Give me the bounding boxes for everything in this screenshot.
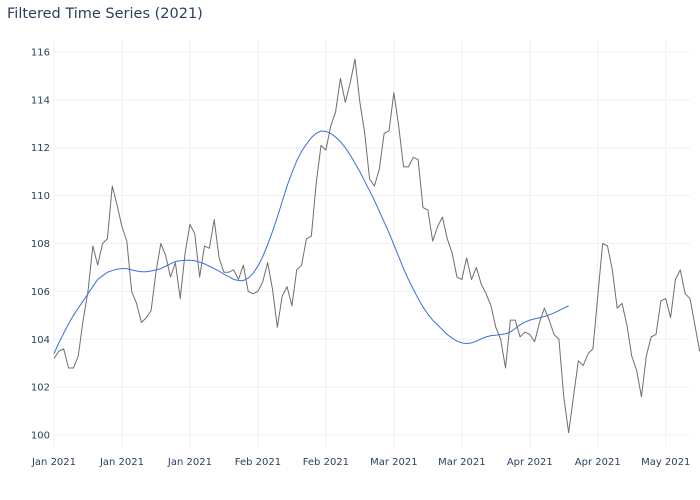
- y-tick-label: 116: [31, 47, 50, 58]
- x-tick-label: Feb 2021: [303, 457, 349, 468]
- x-tick-label: May 2021: [641, 457, 690, 468]
- x-tick-label: Mar 2021: [438, 457, 486, 468]
- gridlines: [53, 40, 690, 447]
- x-tick-label: Feb 2021: [235, 457, 281, 468]
- x-tick-label: Mar 2021: [370, 457, 418, 468]
- y-tick-label: 110: [31, 191, 50, 202]
- y-tick-label: 114: [31, 95, 50, 106]
- x-tick-label: Apr 2021: [507, 457, 553, 468]
- y-tick-label: 108: [31, 239, 50, 250]
- x-tick-label: Jan 2021: [99, 457, 144, 468]
- chart-title: Filtered Time Series (2021): [7, 6, 203, 22]
- series-lines: [53, 58, 700, 434]
- smoothed-series-line: [53, 130, 569, 354]
- y-tick-label: 106: [31, 287, 50, 298]
- y-tick-label: 112: [31, 143, 50, 154]
- x-tick-label: Jan 2021: [167, 457, 212, 468]
- x-tick-label: Jan 2021: [31, 457, 76, 468]
- y-tick-label: 104: [31, 335, 50, 346]
- y-tick-label: 102: [31, 383, 50, 394]
- raw-series-line: [53, 58, 700, 434]
- y-tick-label: 100: [31, 431, 50, 442]
- y-axis-ticks: 100 102 104 106 108 110 112 114 116: [31, 47, 50, 441]
- x-axis-ticks: Jan 2021 Jan 2021 Jan 2021 Feb 2021 Feb 2021…: [31, 457, 690, 468]
- x-tick-label: Apr 2021: [575, 457, 621, 468]
